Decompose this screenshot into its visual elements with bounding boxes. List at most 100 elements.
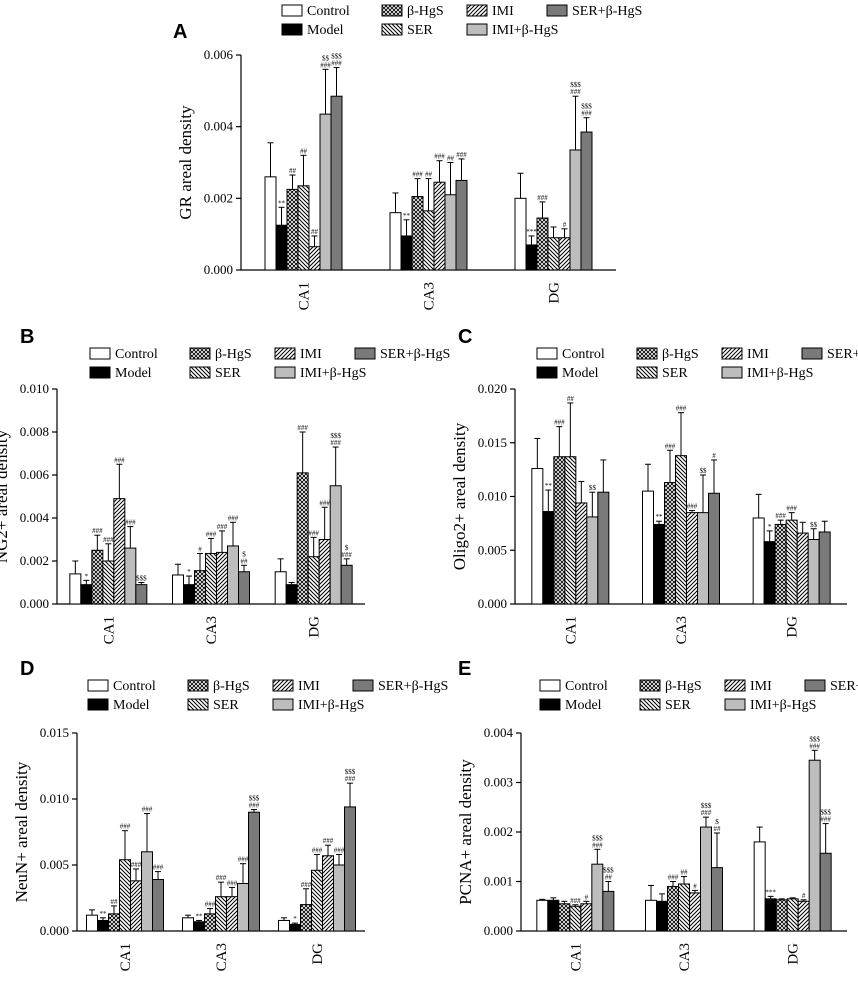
y-tick-label: 0.000 xyxy=(20,596,49,611)
significance-label: ### xyxy=(216,874,227,882)
legend-swatch xyxy=(804,679,826,692)
significance-label: $$$ xyxy=(136,575,147,583)
significance-label: * xyxy=(187,568,191,576)
legend-swatch xyxy=(721,347,743,360)
significance-label: *** xyxy=(765,888,776,896)
bar xyxy=(602,890,615,932)
legend-label: Model xyxy=(113,698,150,713)
significance-label: ## xyxy=(567,395,575,403)
significance-label: ## xyxy=(605,874,613,882)
bar xyxy=(119,859,131,932)
category-ca3: *##########$##CA3 xyxy=(172,514,250,644)
bar xyxy=(194,570,206,605)
bar xyxy=(686,512,698,605)
bar xyxy=(569,905,582,932)
significance-label: ### xyxy=(142,806,153,814)
bar xyxy=(591,863,604,932)
significance-label: ### xyxy=(341,551,352,559)
significance-label: $$$ xyxy=(820,809,831,817)
category-ca1: *############$$$CA1 xyxy=(69,456,148,644)
x-tick-label: DG xyxy=(785,616,801,638)
bar xyxy=(226,896,238,932)
significance-label: ### xyxy=(319,499,330,507)
y-tick-label: 0.010 xyxy=(478,489,507,504)
significance-label: ### xyxy=(554,419,565,427)
significance-label: $$ xyxy=(700,467,708,475)
significance-label: ### xyxy=(308,529,319,537)
y-tick-label: 0.000 xyxy=(40,923,69,938)
y-tick-label: 0.003 xyxy=(484,775,513,790)
bar xyxy=(763,541,776,605)
significance-label: ## xyxy=(714,825,722,833)
bar xyxy=(172,574,184,605)
legend-label: SER+β-HgS xyxy=(378,679,448,694)
significance-label: ### xyxy=(92,527,103,535)
legend-label: IMI xyxy=(492,4,514,19)
y-tick-label: 0.000 xyxy=(478,596,507,611)
bar xyxy=(558,903,571,932)
x-tick-label: DG xyxy=(786,943,802,965)
y-tick-label: 0.004 xyxy=(20,510,50,525)
legend-label: SER xyxy=(215,366,241,381)
significance-label: # xyxy=(563,221,567,229)
legend-label: Control xyxy=(565,679,608,694)
bar xyxy=(514,197,527,271)
bar xyxy=(300,904,312,932)
bar xyxy=(319,113,332,271)
legend-swatch xyxy=(546,4,568,17)
legend-swatch xyxy=(466,23,488,36)
significance-label: $$$ xyxy=(592,834,603,842)
bar xyxy=(753,841,766,932)
bar xyxy=(311,869,323,932)
significance-label: # xyxy=(198,545,202,553)
x-tick-label: CA3 xyxy=(677,943,693,971)
significance-label: # xyxy=(585,893,589,901)
significance-label: ### xyxy=(120,823,131,831)
bar xyxy=(278,919,290,932)
bar xyxy=(307,556,320,605)
significance-label: ### xyxy=(330,439,341,447)
legend-swatch xyxy=(189,347,211,360)
category-ca3: **############$$$###CA3 xyxy=(182,795,260,971)
significance-label: ### xyxy=(581,110,592,118)
bar xyxy=(553,456,566,605)
legend-label: SER+β-HgS xyxy=(572,4,642,19)
bar xyxy=(102,560,115,605)
bar xyxy=(322,855,334,932)
significance-label: $$$ xyxy=(570,81,581,89)
significance-label: ** xyxy=(278,199,286,207)
significance-label: ### xyxy=(809,742,820,750)
category-ca1: **#####$$CA1 xyxy=(531,395,610,644)
significance-label: ### xyxy=(820,816,831,824)
bar xyxy=(318,539,331,605)
bar xyxy=(275,224,288,271)
significance-label: $ xyxy=(242,550,246,558)
bar xyxy=(237,882,249,932)
bar xyxy=(700,826,712,932)
significance-label: ### xyxy=(301,881,312,889)
bar xyxy=(564,456,577,605)
bar xyxy=(797,900,810,932)
bar xyxy=(264,176,277,271)
panel-label: D xyxy=(20,658,34,680)
legend-label: Model xyxy=(307,23,344,38)
bar xyxy=(152,879,164,932)
y-tick-label: 0.008 xyxy=(20,424,49,439)
legend-swatch xyxy=(801,347,823,360)
category-dg: #########$$$###$###DG xyxy=(274,424,353,638)
legend-swatch xyxy=(89,366,111,379)
bar xyxy=(444,194,457,271)
bar xyxy=(807,539,820,605)
panel-e: E Control β-HgS IMI SER+β-HgS Model SER IMI+β-H… xyxy=(456,658,858,971)
y-tick-label: 0.020 xyxy=(478,381,507,396)
legend-swatch xyxy=(466,4,488,17)
panel-label: C xyxy=(458,326,472,348)
legend-label: IMI+β-HgS xyxy=(750,698,816,713)
x-tick-label: DG xyxy=(310,943,326,965)
y-tick-label: 0.006 xyxy=(20,467,50,482)
legend-swatch xyxy=(724,698,746,711)
category-dg: *############$$$###DG xyxy=(278,768,356,965)
x-tick-label: CA3 xyxy=(422,282,438,310)
significance-label: $$ xyxy=(589,484,597,492)
